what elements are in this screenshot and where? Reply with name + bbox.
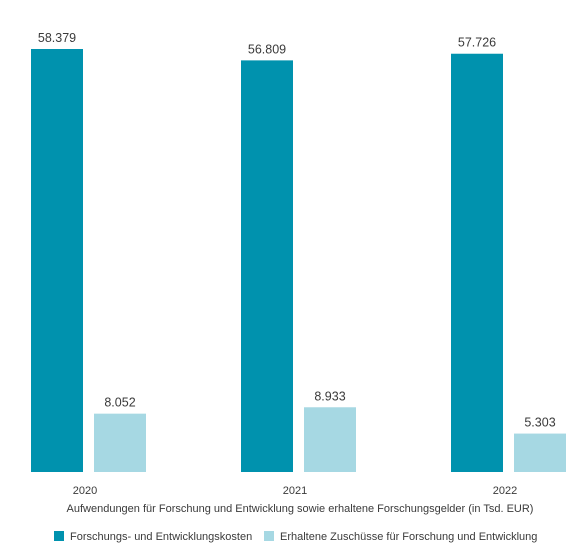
value-label-grants-2021: 8.933 <box>314 389 345 403</box>
value-label-grants-2022: 5.303 <box>524 416 555 430</box>
bar-costs-2021 <box>241 60 293 473</box>
legend: Forschungs- und Entwicklungskosten Erhal… <box>54 531 537 543</box>
bar-grants-2021 <box>304 407 356 472</box>
value-labels-group: 58.379 8.052 56.809 8.933 57.726 5.303 <box>38 31 556 430</box>
bar-costs-2020 <box>31 49 83 472</box>
bars-group <box>31 49 566 473</box>
legend-swatch-grants <box>264 531 274 541</box>
x-tick-2020: 2020 <box>73 485 97 497</box>
value-label-costs-2020: 58.379 <box>38 31 76 45</box>
legend-swatch-costs <box>54 531 64 541</box>
bar-grants-2022 <box>514 433 566 472</box>
value-label-costs-2022: 57.726 <box>458 36 496 50</box>
x-axis-caption: Aufwendungen für Forschung und Entwicklu… <box>67 503 534 515</box>
x-tick-2021: 2021 <box>283 485 307 497</box>
x-tick-2022: 2022 <box>493 485 517 497</box>
x-tick-labels: 2020 2021 2022 <box>73 485 517 497</box>
legend-label-grants: Erhaltene Zuschüsse für Forschung und En… <box>280 531 537 543</box>
value-label-costs-2021: 56.809 <box>248 42 286 56</box>
bar-costs-2022 <box>451 53 503 473</box>
bar-grants-2020 <box>94 413 146 472</box>
legend-label-costs: Forschungs- und Entwicklungskosten <box>70 531 252 543</box>
value-label-grants-2020: 8.052 <box>104 396 135 410</box>
